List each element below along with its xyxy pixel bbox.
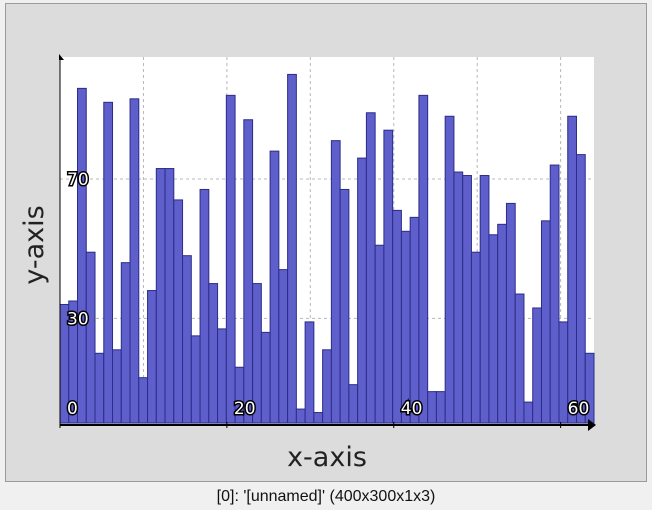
bar bbox=[532, 307, 542, 424]
bar bbox=[190, 335, 201, 424]
bar bbox=[470, 251, 481, 424]
x-tick-label: 20 bbox=[234, 399, 256, 419]
bar bbox=[208, 283, 219, 424]
bar bbox=[199, 188, 210, 424]
bar bbox=[182, 255, 192, 424]
x-axis-title: x-axis bbox=[287, 442, 367, 473]
bar bbox=[488, 234, 499, 424]
x-tick-label: 0 bbox=[67, 399, 78, 419]
y-tick-label: 30 bbox=[67, 309, 89, 329]
bar bbox=[444, 115, 455, 424]
bar bbox=[313, 412, 324, 424]
bar bbox=[225, 94, 236, 424]
bar bbox=[497, 223, 507, 424]
x-axis-arrow bbox=[588, 419, 596, 431]
bar bbox=[112, 349, 122, 424]
bar bbox=[322, 349, 332, 424]
y-axis-arrow bbox=[59, 54, 64, 60]
bar bbox=[155, 168, 166, 424]
bar bbox=[540, 220, 551, 424]
bar bbox=[138, 377, 149, 424]
bar bbox=[260, 331, 271, 424]
x-tick-label: 60 bbox=[568, 399, 590, 419]
bar bbox=[85, 251, 96, 424]
bar bbox=[435, 391, 446, 424]
bar bbox=[304, 321, 315, 424]
bar bbox=[479, 175, 490, 424]
bar bbox=[278, 269, 289, 424]
bar bbox=[147, 290, 157, 424]
image-caption: [0]: '[unnamed]' (400x300x1x3) bbox=[216, 488, 436, 505]
bar bbox=[523, 401, 534, 424]
bar bbox=[339, 188, 350, 424]
bar bbox=[129, 98, 140, 424]
y-tick-label: 70 bbox=[67, 170, 89, 190]
bar bbox=[453, 171, 464, 424]
bar bbox=[330, 140, 341, 424]
bar bbox=[427, 391, 437, 424]
bar bbox=[287, 73, 297, 424]
bar bbox=[400, 230, 411, 424]
bar bbox=[575, 154, 586, 424]
x-tick-label: 40 bbox=[401, 399, 423, 419]
bar bbox=[409, 216, 420, 424]
bar bbox=[77, 87, 87, 424]
bar bbox=[120, 262, 131, 424]
bar bbox=[295, 408, 306, 424]
bar bbox=[374, 244, 385, 424]
bar bbox=[243, 119, 254, 424]
bar bbox=[217, 328, 227, 424]
axes bbox=[59, 54, 596, 431]
bar bbox=[94, 352, 105, 424]
bar bbox=[462, 175, 472, 424]
tick-labels: 0 20 40 60 30 70 bbox=[66, 169, 591, 421]
y-axis-title: y-axis bbox=[19, 205, 50, 284]
bar bbox=[383, 129, 394, 424]
bar bbox=[505, 202, 516, 424]
bar bbox=[392, 209, 402, 424]
bar bbox=[418, 94, 429, 424]
bar bbox=[348, 384, 359, 424]
bar bbox=[164, 168, 175, 424]
bar bbox=[365, 112, 376, 424]
bar bbox=[173, 199, 184, 424]
bar bbox=[558, 321, 569, 424]
bar bbox=[269, 150, 280, 424]
bar-chart: 0 20 40 60 30 70 x-axis y-axis bbox=[19, 54, 596, 473]
bar-series bbox=[59, 73, 595, 424]
bar bbox=[549, 164, 560, 424]
bar bbox=[103, 101, 114, 424]
bar bbox=[567, 115, 577, 424]
bar bbox=[514, 293, 525, 424]
bar bbox=[357, 157, 367, 424]
